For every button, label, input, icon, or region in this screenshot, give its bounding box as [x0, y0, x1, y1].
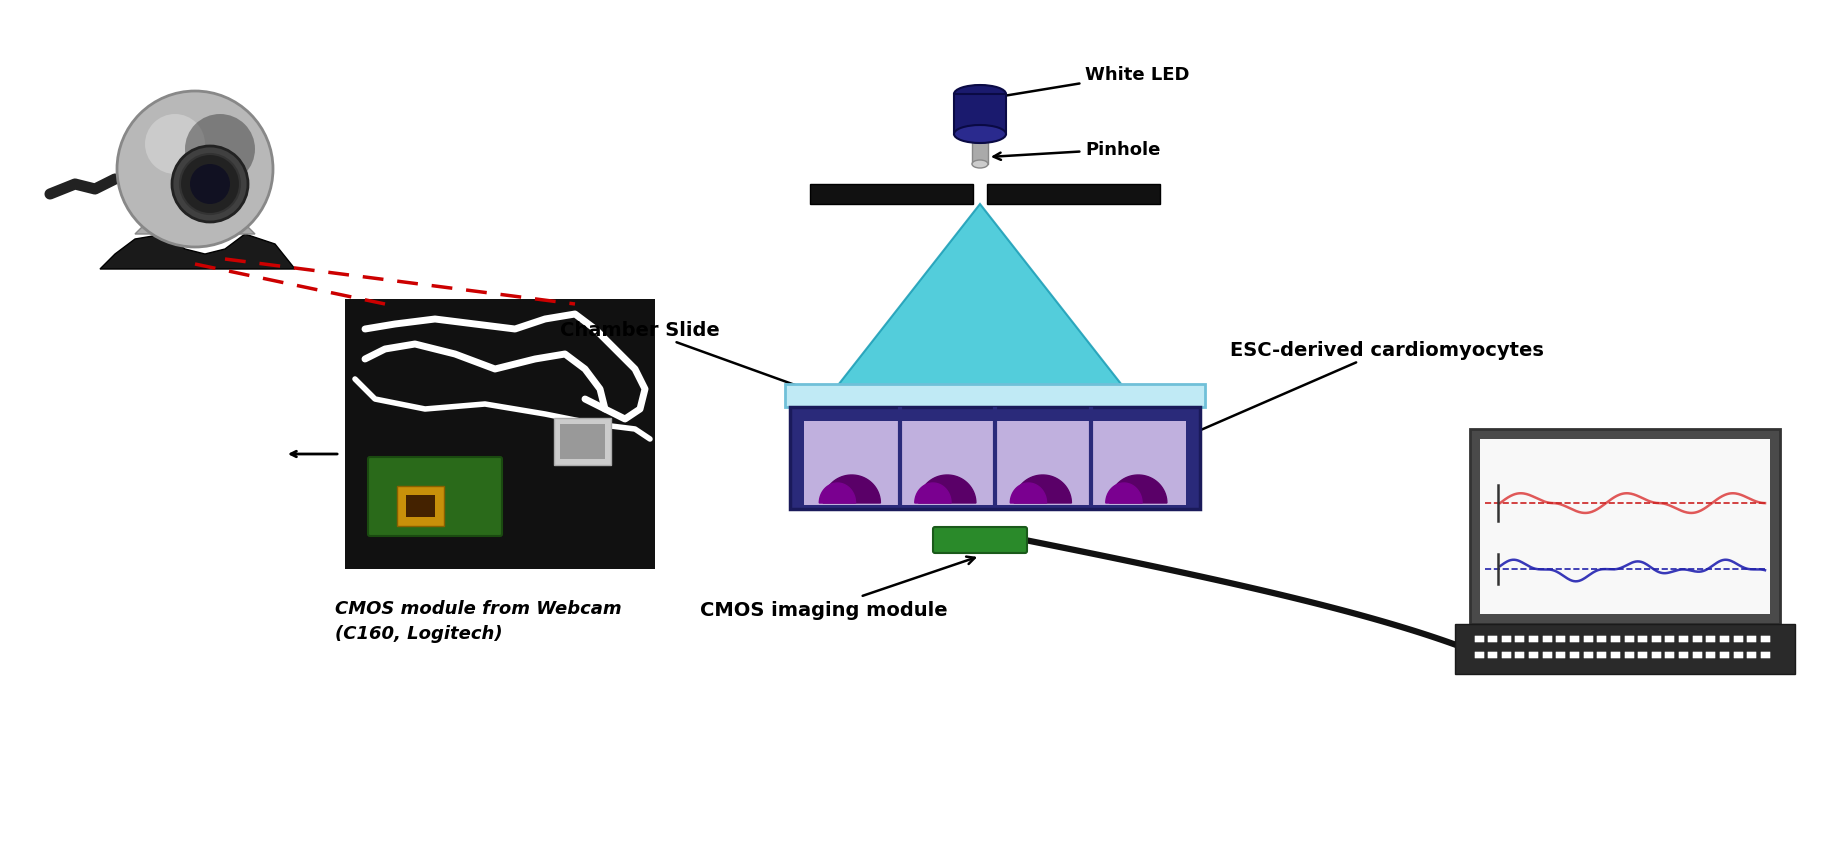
FancyBboxPatch shape	[559, 424, 605, 460]
FancyBboxPatch shape	[1761, 636, 1770, 642]
FancyBboxPatch shape	[1693, 652, 1702, 659]
Text: CMOS module from Webcam: CMOS module from Webcam	[336, 599, 622, 617]
Ellipse shape	[954, 86, 1007, 104]
Circle shape	[191, 164, 229, 205]
FancyBboxPatch shape	[1570, 636, 1579, 642]
FancyBboxPatch shape	[1678, 636, 1689, 642]
FancyBboxPatch shape	[216, 182, 220, 201]
FancyBboxPatch shape	[1502, 652, 1511, 659]
Circle shape	[172, 147, 248, 223]
Text: Chamber Slide: Chamber Slide	[559, 320, 814, 393]
FancyBboxPatch shape	[207, 182, 213, 201]
FancyBboxPatch shape	[1475, 636, 1484, 642]
FancyBboxPatch shape	[1720, 652, 1729, 659]
FancyBboxPatch shape	[785, 385, 1205, 407]
FancyBboxPatch shape	[1585, 652, 1594, 659]
Polygon shape	[919, 475, 976, 504]
FancyBboxPatch shape	[1638, 652, 1647, 659]
FancyBboxPatch shape	[1678, 652, 1689, 659]
FancyBboxPatch shape	[803, 422, 1187, 505]
Bar	[811, 185, 974, 205]
FancyBboxPatch shape	[1471, 430, 1781, 624]
FancyBboxPatch shape	[934, 528, 1027, 554]
Text: CMOS imaging module: CMOS imaging module	[701, 557, 974, 619]
Text: (C160, Logitech): (C160, Logitech)	[336, 624, 503, 642]
FancyBboxPatch shape	[1665, 636, 1674, 642]
Polygon shape	[820, 484, 856, 504]
Bar	[987, 185, 1159, 205]
Polygon shape	[1106, 484, 1143, 504]
Text: White LED: White LED	[990, 66, 1190, 102]
Polygon shape	[1110, 475, 1166, 504]
FancyBboxPatch shape	[1693, 636, 1702, 642]
FancyBboxPatch shape	[1720, 636, 1729, 642]
FancyBboxPatch shape	[1597, 652, 1607, 659]
FancyBboxPatch shape	[1542, 652, 1552, 659]
FancyBboxPatch shape	[1530, 652, 1539, 659]
FancyBboxPatch shape	[396, 486, 444, 526]
FancyBboxPatch shape	[1625, 636, 1634, 642]
FancyBboxPatch shape	[1530, 636, 1539, 642]
FancyBboxPatch shape	[1542, 636, 1552, 642]
Polygon shape	[1011, 484, 1047, 504]
FancyBboxPatch shape	[554, 418, 611, 466]
FancyBboxPatch shape	[1652, 636, 1662, 642]
FancyBboxPatch shape	[1570, 652, 1579, 659]
Polygon shape	[834, 205, 1124, 389]
FancyBboxPatch shape	[1475, 652, 1484, 659]
FancyBboxPatch shape	[369, 457, 503, 536]
Circle shape	[117, 92, 273, 248]
Polygon shape	[136, 220, 255, 235]
Polygon shape	[101, 235, 295, 269]
Circle shape	[145, 115, 205, 175]
FancyBboxPatch shape	[1555, 652, 1564, 659]
FancyBboxPatch shape	[1515, 636, 1524, 642]
FancyBboxPatch shape	[1555, 636, 1564, 642]
Text: ESC-derived cardiomyocytes: ESC-derived cardiomyocytes	[1185, 340, 1544, 437]
FancyBboxPatch shape	[1761, 652, 1770, 659]
FancyBboxPatch shape	[1454, 624, 1795, 674]
FancyBboxPatch shape	[405, 495, 435, 517]
FancyBboxPatch shape	[1706, 652, 1715, 659]
FancyBboxPatch shape	[1487, 636, 1497, 642]
Circle shape	[180, 155, 240, 214]
FancyBboxPatch shape	[1746, 636, 1757, 642]
FancyBboxPatch shape	[1746, 652, 1757, 659]
FancyBboxPatch shape	[1665, 652, 1674, 659]
FancyBboxPatch shape	[972, 135, 989, 164]
Polygon shape	[915, 484, 952, 504]
Circle shape	[185, 115, 255, 185]
FancyBboxPatch shape	[1502, 636, 1511, 642]
FancyBboxPatch shape	[1487, 652, 1497, 659]
FancyBboxPatch shape	[1515, 652, 1524, 659]
FancyBboxPatch shape	[954, 95, 1007, 135]
FancyBboxPatch shape	[1585, 636, 1594, 642]
FancyBboxPatch shape	[1480, 439, 1770, 614]
FancyBboxPatch shape	[1610, 636, 1619, 642]
Bar	[345, 300, 655, 569]
Text: Pinhole: Pinhole	[994, 141, 1161, 161]
Polygon shape	[1014, 475, 1071, 504]
FancyBboxPatch shape	[1610, 652, 1619, 659]
FancyBboxPatch shape	[1638, 636, 1647, 642]
FancyBboxPatch shape	[200, 182, 205, 201]
Polygon shape	[823, 475, 880, 504]
FancyBboxPatch shape	[1625, 652, 1634, 659]
FancyBboxPatch shape	[1652, 652, 1662, 659]
FancyBboxPatch shape	[1706, 636, 1715, 642]
Ellipse shape	[972, 161, 989, 169]
FancyBboxPatch shape	[1597, 636, 1607, 642]
FancyBboxPatch shape	[1733, 652, 1744, 659]
Ellipse shape	[954, 126, 1007, 144]
FancyBboxPatch shape	[1733, 636, 1744, 642]
FancyBboxPatch shape	[790, 407, 1199, 510]
